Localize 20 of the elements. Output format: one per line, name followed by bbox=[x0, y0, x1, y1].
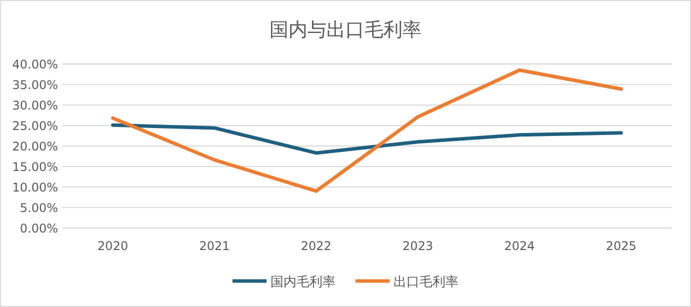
legend-label: 出口毛利率 bbox=[394, 274, 458, 290]
y-tick-label: 10.00% bbox=[12, 180, 58, 194]
x-tick-label: 2023 bbox=[402, 239, 434, 253]
legend-label: 国内毛利率 bbox=[270, 274, 336, 290]
y-tick-label: 0.00% bbox=[20, 222, 58, 236]
y-tick-label: 20.00% bbox=[12, 140, 58, 154]
line-series bbox=[111, 123, 623, 155]
line-series bbox=[111, 68, 623, 193]
chart-title: 国内与出口毛利率 bbox=[270, 19, 422, 41]
y-tick-label: 15.00% bbox=[12, 160, 58, 174]
x-tick-label: 2022 bbox=[300, 239, 332, 253]
y-tick-label: 5.00% bbox=[20, 201, 58, 215]
x-tick-label: 2024 bbox=[504, 239, 535, 253]
x-tick-label: 2025 bbox=[606, 239, 636, 253]
y-tick-label: 35.00% bbox=[12, 78, 58, 92]
y-tick-label: 30.00% bbox=[12, 98, 58, 112]
y-tick-label: 40.00% bbox=[12, 58, 58, 72]
x-tick-label: 2020 bbox=[98, 239, 128, 253]
y-tick-label: 25.00% bbox=[12, 119, 58, 133]
x-tick-label: 2021 bbox=[199, 239, 230, 253]
